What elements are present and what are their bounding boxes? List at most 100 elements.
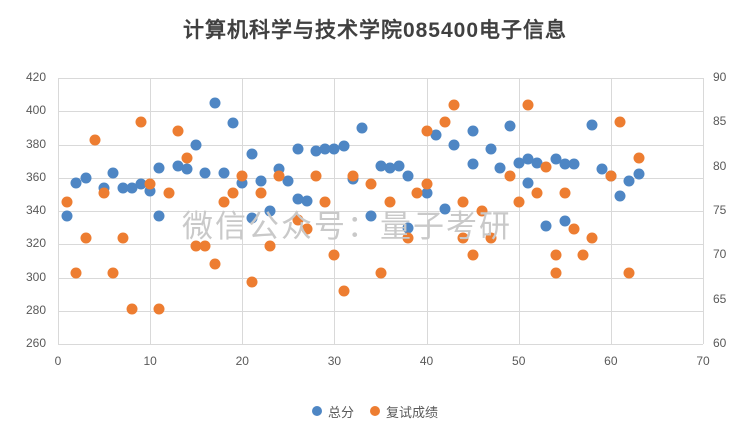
data-point-total-score — [559, 215, 571, 227]
y-right-tick-label: 65 — [713, 291, 727, 306]
data-point-retest-score — [209, 258, 221, 270]
data-point-total-score — [209, 97, 221, 109]
data-point-total-score — [485, 143, 497, 155]
data-point-retest-score — [61, 196, 73, 208]
data-point-retest-score — [347, 170, 359, 182]
data-point-total-score — [568, 158, 580, 170]
data-point-total-score — [633, 168, 644, 180]
data-point-retest-score — [255, 187, 267, 199]
v-gridline — [58, 78, 59, 344]
data-point-total-score — [540, 220, 552, 232]
data-point-retest-score — [126, 303, 138, 315]
data-point-retest-score — [421, 125, 433, 137]
y-right-tick-label: 80 — [713, 158, 727, 173]
h-gridline — [58, 344, 703, 345]
y-left-tick-label: 420 — [25, 70, 46, 84]
data-point-retest-score — [218, 196, 230, 208]
x-tick-label: 20 — [235, 354, 249, 368]
data-point-retest-score — [190, 240, 202, 252]
data-point-total-score — [402, 170, 414, 182]
data-point-total-score — [218, 167, 230, 179]
data-point-retest-score — [411, 187, 423, 199]
data-point-retest-score — [531, 187, 543, 199]
data-point-total-score — [181, 163, 193, 175]
data-point-retest-score — [457, 232, 469, 244]
data-point-total-score — [126, 182, 138, 194]
data-point-retest-score — [292, 214, 304, 226]
v-gridline — [334, 78, 336, 344]
h-gridline — [58, 310, 703, 312]
legend-label-total-score: 总分 — [327, 404, 354, 420]
x-tick-label: 50 — [512, 354, 526, 368]
data-point-retest-score — [623, 267, 635, 279]
data-point-retest-score — [80, 232, 92, 244]
data-point-total-score — [328, 143, 340, 155]
data-point-total-score — [246, 148, 257, 160]
data-point-retest-score — [540, 161, 552, 173]
data-point-retest-score — [384, 196, 396, 208]
legend-item-total-score: 总分 — [311, 402, 354, 421]
data-point-retest-score — [227, 187, 239, 199]
data-point-total-score — [80, 172, 92, 184]
data-point-total-score — [319, 143, 331, 155]
x-tick-label: 70 — [696, 354, 710, 368]
data-point-total-score — [172, 160, 184, 172]
data-point-retest-score — [236, 170, 248, 182]
x-tick-label: 10 — [143, 354, 157, 368]
data-point-retest-score — [439, 116, 451, 128]
data-point-total-score — [448, 139, 460, 150]
y-left-tick-label: 260 — [25, 336, 46, 350]
legend-marker-blue-icon — [311, 406, 322, 416]
v-gridline — [518, 78, 520, 344]
data-point-total-score — [153, 162, 165, 174]
data-point-total-score — [421, 187, 433, 199]
data-point-total-score — [292, 143, 304, 155]
data-point-retest-score — [605, 170, 617, 182]
data-point-total-score — [550, 153, 562, 165]
data-point-retest-score — [181, 152, 193, 164]
data-point-total-score — [559, 158, 571, 170]
data-point-retest-score — [319, 196, 331, 208]
y-left-tick-label: 400 — [25, 103, 46, 118]
v-gridline — [610, 78, 612, 344]
data-point-retest-score — [144, 178, 156, 190]
data-point-retest-score — [365, 178, 377, 190]
data-point-total-score — [98, 182, 110, 194]
data-point-retest-score — [448, 99, 460, 111]
data-point-total-score — [623, 175, 635, 187]
data-point-total-score — [190, 139, 202, 150]
y-right-tick-label: 75 — [713, 203, 727, 217]
data-point-total-score — [310, 145, 322, 157]
data-point-total-score — [402, 222, 414, 234]
data-point-retest-score — [264, 240, 276, 252]
data-point-total-score — [135, 178, 147, 190]
data-point-total-score — [282, 175, 294, 187]
data-point-total-score — [236, 177, 248, 189]
data-point-retest-score — [338, 285, 350, 297]
data-point-total-score — [292, 193, 304, 205]
data-point-retest-score — [550, 249, 562, 261]
legend-marker-orange-icon — [370, 406, 380, 416]
y-left-tick-label: 280 — [25, 302, 46, 317]
data-point-retest-score — [310, 170, 322, 182]
data-point-retest-score — [504, 170, 515, 182]
data-point-retest-score — [199, 240, 211, 252]
x-tick-label: 40 — [419, 354, 434, 368]
legend: 总分 复试成绩 — [0, 396, 750, 426]
data-point-retest-score — [457, 196, 469, 208]
data-point-total-score — [246, 212, 257, 224]
legend-item-retest-score: 复试成绩 — [370, 402, 438, 421]
data-point-total-score — [504, 120, 515, 132]
data-point-total-score — [199, 167, 211, 179]
data-point-total-score — [365, 210, 377, 222]
data-point-retest-score — [577, 249, 589, 261]
data-point-retest-score — [172, 125, 184, 137]
x-tick-label: 60 — [604, 354, 618, 368]
data-point-retest-score — [301, 223, 313, 235]
data-point-retest-score — [614, 116, 626, 128]
data-point-retest-score — [273, 170, 285, 182]
data-point-total-score — [301, 195, 313, 207]
h-gridline — [58, 144, 703, 146]
data-point-retest-score — [135, 116, 147, 128]
data-point-retest-score — [586, 232, 598, 244]
